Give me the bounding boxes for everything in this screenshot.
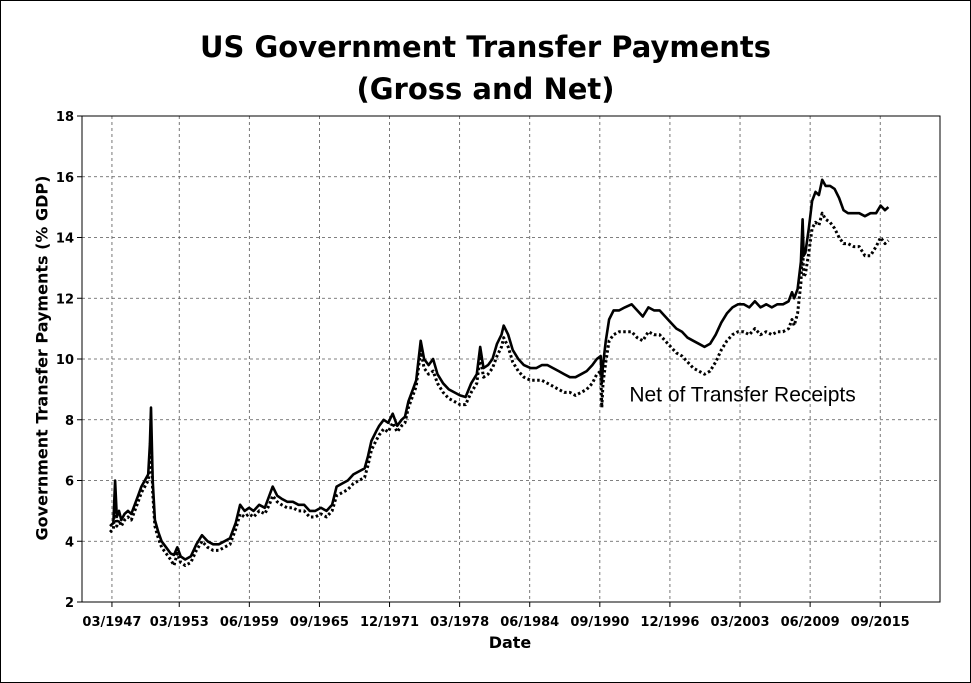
x-tick-label: 12/1971 xyxy=(360,615,419,630)
tick-labels: 2 4 6 8 10 12 14 16 18 03/1947 03/1953 06/1959 09/19… xyxy=(56,110,910,630)
x-tick-label: 09/2015 xyxy=(851,615,910,630)
x-tick-label: 09/1965 xyxy=(290,615,349,630)
y-tick-label: 12 xyxy=(56,292,74,307)
axes xyxy=(77,115,941,607)
y-tick-label: 18 xyxy=(56,110,74,125)
y-tick-label: 6 xyxy=(65,475,74,490)
y-tick-label: 2 xyxy=(65,596,74,611)
x-tick-label: 03/1947 xyxy=(82,615,141,630)
chart-title-line1: US Government Transfer Payments xyxy=(199,30,772,64)
x-tick-label: 06/2009 xyxy=(781,615,840,630)
x-tick-label: 03/2003 xyxy=(711,615,770,630)
x-tick-label: 09/1990 xyxy=(570,615,629,630)
x-tick-label: 06/1984 xyxy=(500,615,559,630)
x-tick-label: 12/1996 xyxy=(640,615,699,630)
series-line-gross xyxy=(109,178,890,561)
grid-lines xyxy=(82,116,940,602)
x-tick-label: 03/1953 xyxy=(150,615,209,630)
series-line-net-of-transfer-receipts xyxy=(109,211,890,567)
annotation-net-of-transfer-receipts: Net of Transfer Receipts xyxy=(629,384,855,407)
y-tick-label: 4 xyxy=(65,535,74,550)
y-tick-label: 8 xyxy=(65,414,74,429)
chart-title-line2: (Gross and Net) xyxy=(356,72,615,106)
x-tick-label: 06/1959 xyxy=(220,615,279,630)
y-tick-label: 14 xyxy=(56,232,74,247)
x-axis-label: Date xyxy=(488,633,532,652)
y-tick-label: 16 xyxy=(56,171,74,186)
series-lines xyxy=(109,178,890,567)
y-tick-label: 10 xyxy=(56,353,74,368)
x-tick-label: 03/1978 xyxy=(430,615,489,630)
